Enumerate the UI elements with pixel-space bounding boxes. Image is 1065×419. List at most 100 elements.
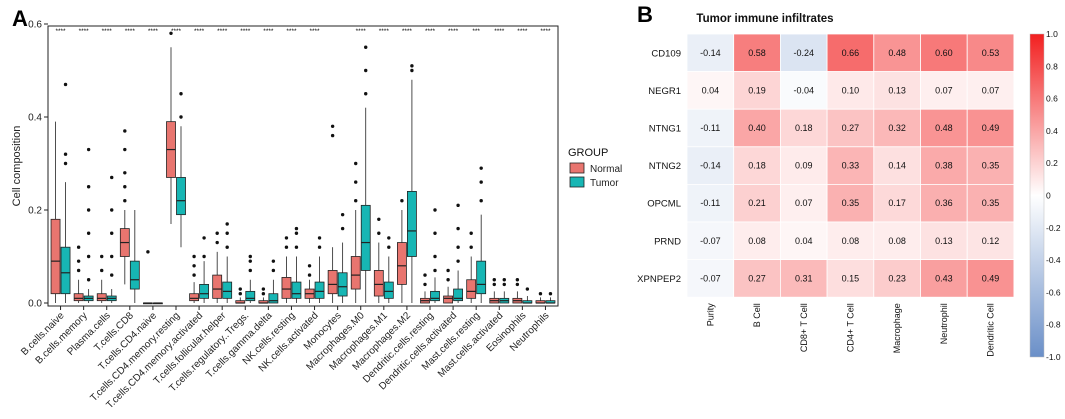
significance-label: **** xyxy=(425,28,436,35)
heatmap-cell-value: 0.36 xyxy=(935,198,953,208)
box-tumor xyxy=(60,246,71,295)
significance-label: **** xyxy=(240,28,251,35)
outlier-point xyxy=(238,292,242,296)
outlier-point xyxy=(294,226,299,231)
y-tick-label: 0.4 xyxy=(28,113,42,124)
heatmap-cell-value: 0.60 xyxy=(935,48,953,58)
outlier-point xyxy=(192,264,196,268)
outlier-point xyxy=(202,236,206,240)
heatmap-cell-value: -0.11 xyxy=(700,198,720,208)
outlier-point xyxy=(86,278,91,282)
outlier-point xyxy=(86,254,91,259)
outlier-point xyxy=(387,236,391,240)
outlier-point xyxy=(294,245,299,249)
outlier-point xyxy=(340,212,345,217)
heatmap-cell xyxy=(733,183,781,223)
significance-label: **** xyxy=(125,28,136,35)
outlier-point xyxy=(110,273,114,277)
outlier-point xyxy=(76,245,81,249)
heatmap-cell-value: 0.32 xyxy=(888,123,906,133)
heatmap-cell-value: 0.04 xyxy=(795,236,813,246)
legend-label: Tumor xyxy=(590,178,619,189)
outlier-point xyxy=(100,254,104,259)
outlier-point xyxy=(63,82,68,87)
outlier-point xyxy=(433,231,437,235)
outlier-point xyxy=(76,259,81,263)
heatmap-cell-value: 0.53 xyxy=(982,48,1000,58)
outlier-point xyxy=(123,199,127,203)
outlier-point xyxy=(86,231,91,235)
box-normal xyxy=(327,270,338,295)
heatmap-row-label: CD109 xyxy=(651,48,681,59)
significance-label: **** xyxy=(494,28,505,35)
colorbar xyxy=(1029,33,1045,358)
box-tumor xyxy=(337,272,348,297)
outlier-point xyxy=(433,254,437,259)
heatmap-cell-value: -0.07 xyxy=(700,236,721,246)
heatmap-cell-value: 0.13 xyxy=(935,236,953,246)
outlier-point xyxy=(215,240,219,245)
outlier-point xyxy=(284,236,289,240)
outlier-point xyxy=(110,231,114,235)
heatmap-cell-value: -0.11 xyxy=(700,123,720,133)
outlier-point xyxy=(479,199,483,203)
outlier-point xyxy=(433,268,437,273)
outlier-point xyxy=(456,245,460,249)
outlier-point xyxy=(492,282,496,287)
heatmap-col-label: CD8+ T Cell xyxy=(799,303,809,352)
legend-label: Normal xyxy=(590,164,622,175)
outlier-point xyxy=(456,203,460,208)
significance-label: **** xyxy=(102,28,113,35)
outlier-point xyxy=(387,245,391,249)
panel-b-label: B xyxy=(637,2,653,27)
heatmap-cell xyxy=(686,259,735,298)
heatmap-cell-value: 0.49 xyxy=(982,273,1000,283)
box-normal xyxy=(281,277,292,299)
heatmap-cell-value: 0.08 xyxy=(748,236,766,246)
outlier-point xyxy=(261,287,266,291)
colorbar-tick-label: 1.0 xyxy=(1046,29,1058,39)
outlier-point xyxy=(515,278,520,282)
heatmap-cell-value: 0.21 xyxy=(748,198,766,208)
legend-swatch-normal xyxy=(569,162,585,174)
heatmap-cell-value: -0.14 xyxy=(700,48,721,58)
significance-label: **** xyxy=(309,28,320,35)
outlier-point xyxy=(354,199,358,203)
box-tumor xyxy=(407,190,417,257)
significance-label: **** xyxy=(55,28,66,35)
outlier-point xyxy=(110,254,114,259)
outlier-point xyxy=(202,254,206,259)
heatmap-cell xyxy=(873,146,921,185)
outlier-point xyxy=(400,199,404,203)
heatmap-cell-value: 0.08 xyxy=(842,236,860,246)
heatmap-cell xyxy=(686,108,735,148)
outlier-point xyxy=(225,231,229,235)
heatmap-cell-value: 0.07 xyxy=(982,85,1000,95)
outlier-point xyxy=(340,226,345,231)
colorbar-tick-label: 0.6 xyxy=(1046,94,1058,104)
outlier-point xyxy=(284,245,289,249)
outlier-point xyxy=(538,292,543,296)
heatmap-cell-value: 0.27 xyxy=(842,123,860,133)
heatmap-cell xyxy=(686,146,735,185)
heatmap-cell xyxy=(966,259,1015,298)
outlier-point xyxy=(179,92,183,96)
outlier-point xyxy=(248,259,252,263)
heatmap-cell-value: 0.66 xyxy=(842,48,860,58)
outlier-point xyxy=(110,175,114,180)
outlier-point xyxy=(479,166,483,170)
outlier-point xyxy=(502,282,506,287)
outlier-point xyxy=(169,31,173,35)
y-axis-label: Cell composition xyxy=(11,126,23,207)
heatmap-cell xyxy=(920,183,968,223)
colorbar-tick-label: 0.4 xyxy=(1046,126,1058,136)
outlier-point xyxy=(123,129,127,133)
heatmap-cell-value: 0.07 xyxy=(795,198,813,208)
box-tumor xyxy=(383,281,394,299)
heatmap-cell xyxy=(826,108,875,148)
colorbar-tick-label: -1.0 xyxy=(1046,352,1061,362)
outlier-point xyxy=(525,287,530,291)
outlier-point xyxy=(192,254,196,259)
outlier-point xyxy=(225,222,229,226)
